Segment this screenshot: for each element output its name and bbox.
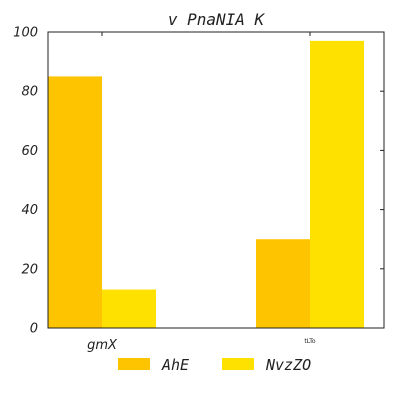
x-tick-label: tLTo xyxy=(304,338,316,345)
y-tick-label: 60 xyxy=(21,144,38,159)
legend-swatch-ahe xyxy=(118,358,150,370)
legend-label-nvzzo: NvzZO xyxy=(265,356,311,374)
bar-nvzzo-tlto xyxy=(310,40,364,328)
y-axis: 0 20 40 60 80 100 xyxy=(13,26,384,337)
y-tick-label: 20 xyxy=(21,262,38,277)
legend-swatch-nvzzo xyxy=(222,358,254,370)
y-tick-label: 80 xyxy=(21,85,38,100)
y-tick-label: 40 xyxy=(21,203,38,218)
x-tick-label: gmX xyxy=(87,338,118,353)
legend-label-ahe: AhE xyxy=(161,356,189,374)
bar-ahe-tlto xyxy=(256,239,310,328)
bar-nvzzo-gmx xyxy=(102,289,156,328)
bar-ahe-gmx xyxy=(48,76,102,329)
plot-frame xyxy=(47,31,385,329)
y-tick-label: 100 xyxy=(13,26,38,41)
bars-group xyxy=(48,40,364,329)
legend: AhE NvzZO xyxy=(118,356,311,374)
y-tick-label: 0 xyxy=(30,322,38,337)
chart-title: v PnaNIA K xyxy=(168,10,266,29)
